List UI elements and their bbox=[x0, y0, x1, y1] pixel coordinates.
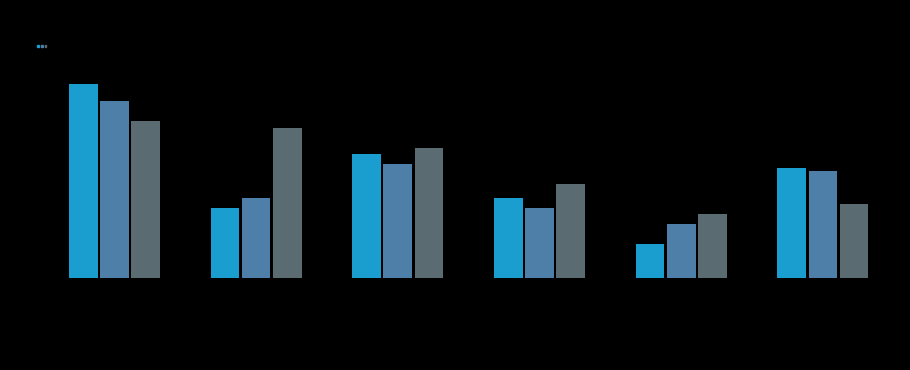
Bar bbox=[273, 128, 301, 278]
Bar bbox=[383, 164, 412, 278]
Bar bbox=[840, 204, 868, 278]
Bar bbox=[556, 184, 585, 278]
Bar bbox=[69, 84, 97, 278]
Bar bbox=[242, 198, 270, 278]
Bar bbox=[667, 224, 695, 278]
Bar bbox=[415, 148, 443, 278]
Bar bbox=[100, 101, 128, 278]
Bar bbox=[525, 208, 554, 278]
Bar bbox=[636, 244, 664, 278]
Bar bbox=[494, 198, 522, 278]
Bar bbox=[131, 121, 160, 278]
Bar bbox=[777, 168, 806, 278]
Legend: , , : , , bbox=[37, 45, 46, 47]
Bar bbox=[210, 208, 239, 278]
Bar bbox=[698, 214, 727, 278]
Bar bbox=[809, 171, 837, 278]
Bar bbox=[352, 154, 381, 278]
